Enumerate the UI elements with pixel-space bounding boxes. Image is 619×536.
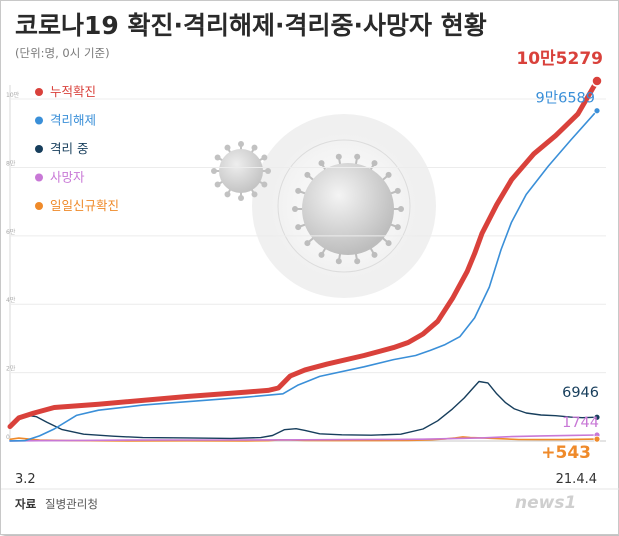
legend-label-isolating: 격리 중 [50, 141, 88, 156]
virus-ring [277, 139, 411, 273]
virus-spike-tip [335, 153, 342, 160]
virus-spike-tip [224, 191, 231, 198]
virus-spike-tip [318, 160, 325, 167]
series-end-labels: 10만5279 9만6589 6946 1744 +543 [516, 49, 603, 463]
legend-dot-released [35, 116, 43, 125]
virus-spike-tip [214, 181, 221, 188]
legend-dot-daily [35, 202, 43, 210]
virus-spike-tip [251, 144, 258, 151]
virus-spike-tip [304, 171, 311, 178]
virus-spike-tip [385, 171, 392, 178]
virus-spike-tip [394, 187, 401, 194]
news1-logo: news1 [515, 493, 576, 513]
virus-spike-tip [371, 251, 378, 258]
x-tick-labels: 3.2 21.4.4 [15, 472, 597, 487]
endpoint-released [593, 107, 601, 115]
legend-label-released: 격리해제 [50, 113, 96, 128]
end-label-cumulative: 10만5279 [516, 49, 603, 69]
end-label-deaths: 1744 [562, 415, 599, 431]
series-endpoints [591, 75, 603, 443]
legend-dot-cumulative [35, 88, 43, 96]
legend-label-deaths: 사망자 [50, 170, 85, 185]
series-line-isolating [9, 380, 598, 440]
virus-spike-tip [398, 206, 404, 212]
virus-spike-tip [224, 144, 231, 151]
virus-spike-tip [251, 191, 258, 198]
plot-area: 0 2만 4만 6만 8만 10만 10만5279 9만6589 6946 1744 +543 [6, 49, 606, 463]
coronavirus-illustration [211, 114, 436, 298]
virus-spike-tip [238, 195, 244, 201]
virus-small-body [219, 149, 263, 193]
virus-spike-tip [214, 154, 221, 161]
virus-spike-tip [265, 168, 271, 174]
end-label-daily: +543 [541, 443, 591, 463]
virus-spike-tip [261, 154, 268, 161]
endpoint-isolating [593, 413, 601, 421]
virus-spike-tip [385, 240, 392, 247]
x-tick-label: 3.2 [15, 472, 36, 487]
virus-spike-tip [295, 224, 302, 231]
page-title: 코로나19 확진·격리해제·격리중·사망자 현황 [15, 11, 487, 40]
virus-spike-tip [335, 258, 342, 265]
legend-label-cumulative: 누적확진 [50, 84, 96, 99]
y-tick-label: 10만 [6, 91, 20, 99]
virus-spike-tip [304, 240, 311, 247]
x-tick-label: 21.4.4 [556, 472, 597, 487]
series-line-released [9, 109, 598, 442]
virus-large-body [302, 163, 394, 255]
virus-spike-tip [211, 168, 217, 174]
end-label-isolating: 6946 [562, 385, 599, 401]
grid-lines [10, 98, 606, 374]
y-tick-label: 4만 [6, 296, 16, 304]
series-line-cumulative [7, 78, 600, 430]
virus-spike-tip [354, 258, 361, 265]
legend-dot-isolating [35, 145, 43, 153]
virus-spike-tip [371, 160, 378, 167]
virus-spike-tip [238, 141, 244, 147]
y-tick-label: 8만 [6, 159, 16, 167]
y-tick-label: 6만 [6, 228, 16, 236]
virus-spike-tip [261, 181, 268, 188]
series-line-deaths [9, 434, 598, 442]
unit-subtitle: (단위:명, 0시 기준) [15, 46, 110, 60]
end-label-released: 9만6589 [536, 90, 595, 107]
series-group [7, 78, 600, 442]
virus-small-spikes [211, 141, 271, 201]
virus-spike-tip [354, 153, 361, 160]
virus-spike-tip [292, 206, 298, 212]
y-tick-label: 2만 [6, 365, 16, 373]
endpoint-cumulative [591, 75, 603, 87]
y-tick-labels: 0 2만 4만 6만 8만 10만 [6, 91, 20, 441]
endpoint-daily [593, 435, 601, 443]
legend-label-daily: 일일신규확진 [50, 198, 119, 213]
y-tick-label: 0 [6, 434, 10, 441]
virus-spike-tip [295, 187, 302, 194]
legend-dot-deaths [35, 173, 43, 182]
source-prefix: 자료 [15, 497, 37, 511]
virus-spike-tip [394, 224, 401, 231]
source-name: 질병관리청 [45, 497, 98, 511]
virus-spike-tip [318, 251, 325, 258]
